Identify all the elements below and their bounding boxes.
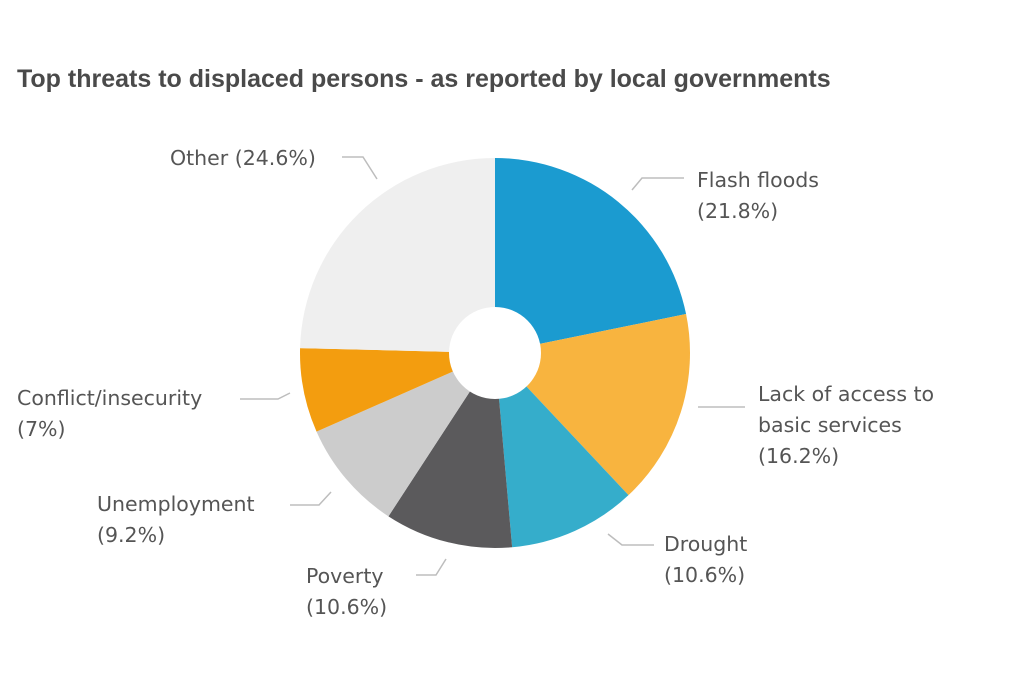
slice-label-line: (10.6%) <box>664 563 745 587</box>
pie-slice-unemployment <box>316 353 495 517</box>
pie-slice-drought <box>495 353 629 548</box>
leader-line <box>631 177 684 191</box>
pie-slice-lack-of-access-to-basic-services <box>495 314 690 496</box>
pie-slice-flash-floods <box>495 158 687 353</box>
slice-label-line: basic services <box>758 413 902 437</box>
slice-label-line: (9.2%) <box>97 523 165 547</box>
slice-label-line: (7%) <box>17 417 66 441</box>
pie-slice-poverty <box>388 353 513 549</box>
pie-slice-conflict-insecurity <box>299 348 495 432</box>
chart-title: Top threats to displaced persons - as re… <box>17 65 831 93</box>
slice-labels: Flash floods (21.8%) Lack of access to basi… <box>17 146 934 619</box>
slice-label: Unemployment (9.2%) <box>97 492 255 547</box>
slice-label-line: Lack of access to <box>758 382 934 406</box>
slice-label-line: Flash floods <box>697 168 819 192</box>
slice-label-line: (10.6%) <box>306 595 387 619</box>
slice-label-line: Other (24.6%) <box>170 146 316 170</box>
slice-label: Conflict/insecurity (7%) <box>17 386 202 441</box>
leader-line <box>342 156 378 180</box>
slice-label-line: Drought <box>664 532 747 556</box>
leader-lines <box>240 156 745 576</box>
leader-line <box>240 392 291 400</box>
slice-label-line: (16.2%) <box>758 444 839 468</box>
donut-hole <box>449 307 541 399</box>
pie-slices <box>299 158 690 549</box>
slice-label: Lack of access to basic services (16.2%) <box>758 382 934 468</box>
leader-line <box>416 558 447 576</box>
pie-slice-other <box>300 158 495 353</box>
slice-label: Other (24.6%) <box>170 146 316 170</box>
slice-label: Poverty (10.6%) <box>306 564 387 619</box>
leader-line <box>290 491 332 506</box>
leader-line <box>607 533 654 546</box>
slice-label-line: Conflict/insecurity <box>17 386 202 410</box>
slice-label-line: Poverty <box>306 564 384 588</box>
slice-label: Drought (10.6%) <box>664 532 747 587</box>
slice-label: Flash floods (21.8%) <box>697 168 819 223</box>
slice-label-line: Unemployment <box>97 492 255 516</box>
slice-label-line: (21.8%) <box>697 199 778 223</box>
